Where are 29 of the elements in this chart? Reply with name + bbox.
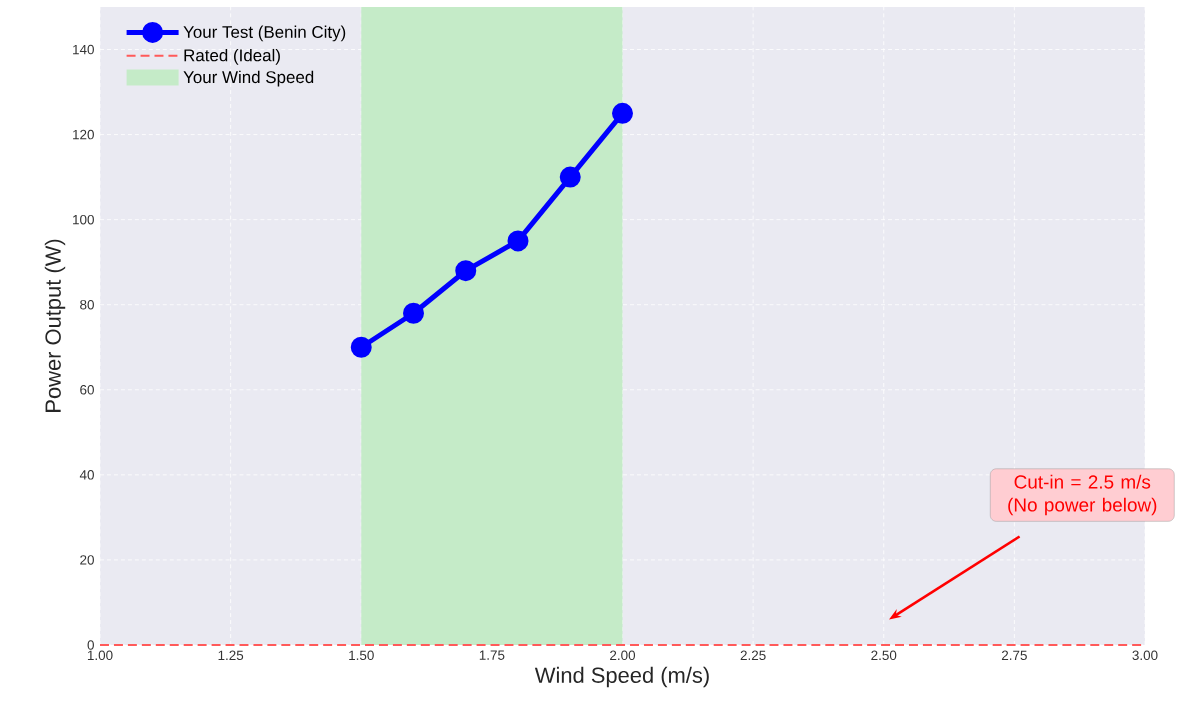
legend-label: Rated (Ideal) — [184, 48, 280, 65]
y-tick-label: 20 — [80, 555, 94, 565]
point — [507, 230, 529, 252]
point — [612, 102, 633, 124]
y-tick-label: 60 — [80, 385, 94, 395]
y-tick-label: 120 — [73, 129, 94, 140]
x-tick-label: 1.50 — [349, 650, 374, 661]
point — [559, 166, 581, 188]
y-tick-label: 80 — [80, 299, 94, 310]
point — [403, 302, 424, 324]
x-tick-label: 2.25 — [740, 650, 766, 661]
x-tick-label: 2.50 — [871, 650, 897, 661]
band-label: Your Wind Speed — [183, 70, 314, 87]
y-tick-label: 140 — [73, 44, 94, 55]
x-tick-label: 1.75 — [479, 650, 505, 660]
x-tick-label: 1.25 — [218, 650, 244, 661]
annotation: Cut-in = 2.5 m/s (No power below) — [1008, 474, 1157, 516]
x-tick-label: 1.00 — [87, 650, 113, 661]
x-tick-label: 3.00 — [1132, 650, 1158, 661]
y-tick-label: 40 — [79, 470, 94, 480]
x-axis-title: Wind Speed (m/s) — [534, 666, 709, 688]
legend-label: Your Test (Benin City) — [183, 25, 346, 42]
y-tick-label: 100 — [73, 214, 94, 225]
y-tick-label: 0 — [87, 640, 94, 650]
x-tick-label: 2.75 — [1001, 650, 1027, 661]
point — [350, 336, 372, 358]
y-axis-title: Power Output (W) — [44, 239, 66, 412]
point — [455, 260, 477, 282]
x-tick-label: 2.00 — [610, 650, 636, 661]
